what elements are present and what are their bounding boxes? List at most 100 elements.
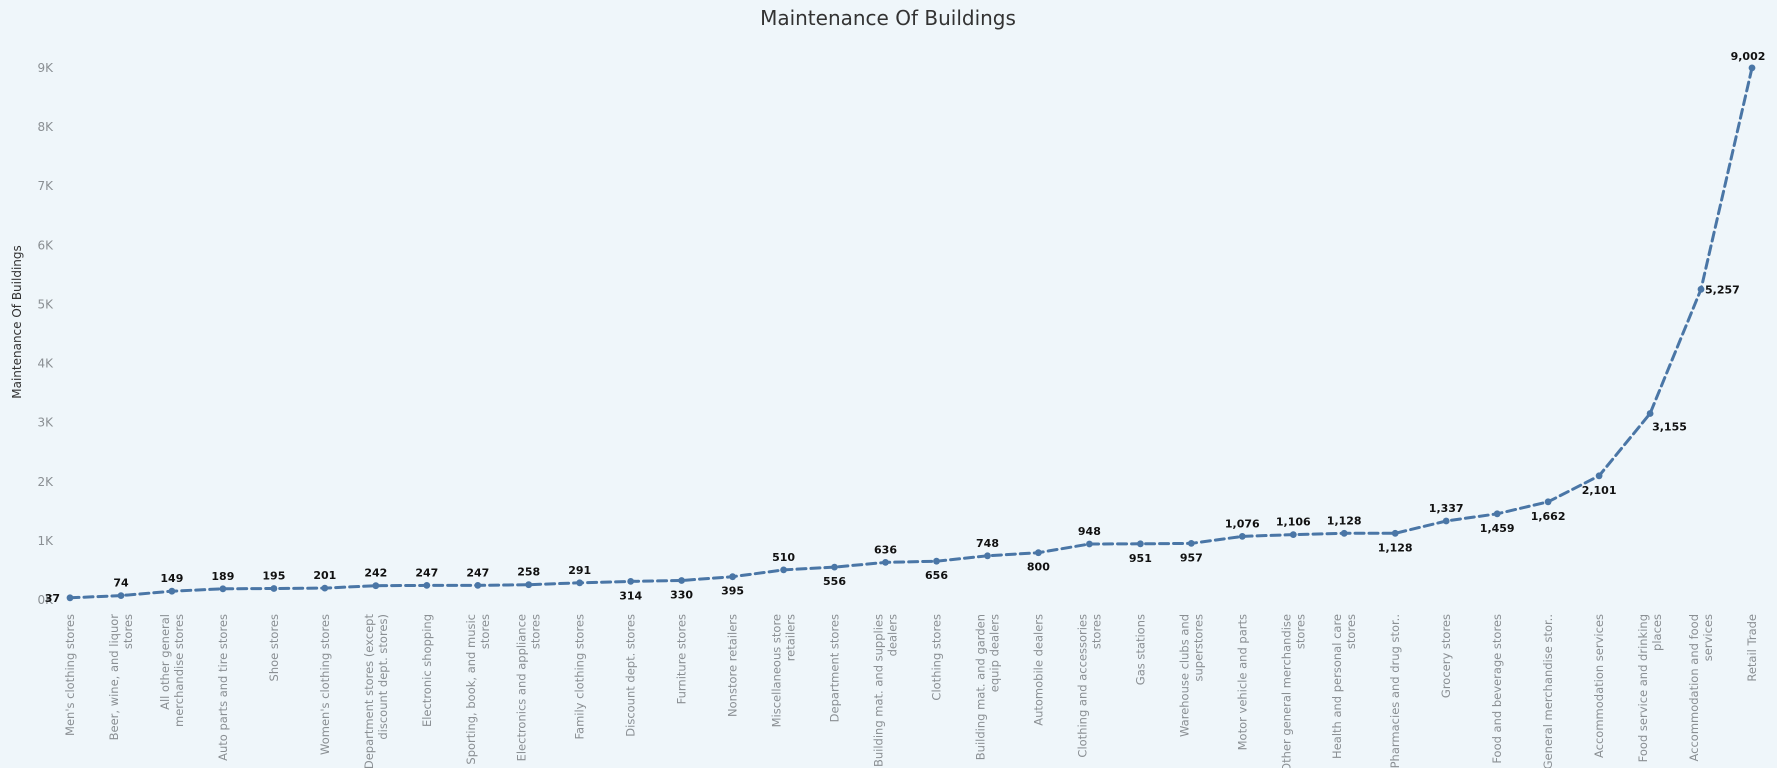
data-label: 330 — [670, 589, 693, 602]
x-tick-line: discount dept. stores) — [376, 614, 390, 740]
x-tick-line: Furniture stores — [675, 614, 689, 704]
data-label: 510 — [772, 551, 795, 564]
data-label: 242 — [364, 567, 387, 580]
x-tick-label: Shoe stores — [267, 614, 281, 681]
y-tick-label: 1K — [37, 534, 54, 548]
data-label: 656 — [925, 569, 948, 582]
data-label: 291 — [568, 564, 591, 577]
x-tick-label: Department stores — [828, 614, 842, 722]
x-tick-line: Auto parts and tire stores — [216, 614, 230, 761]
data-point — [372, 582, 380, 590]
x-axis-ticks: Men's clothing stores Beer, wine, and liq… — [63, 614, 1759, 768]
data-label: 636 — [874, 543, 897, 556]
x-tick-line: Clothing stores — [929, 614, 943, 701]
data-label: 201 — [313, 569, 336, 582]
x-tick-label: Gas stations — [1133, 614, 1147, 685]
data-label: 951 — [1129, 552, 1152, 565]
x-tick-line: Accommodation and food — [1687, 614, 1701, 762]
data-point — [1646, 410, 1654, 417]
y-tick-label: 7K — [37, 179, 54, 193]
data-point — [168, 587, 176, 595]
x-tick-line: All other general — [158, 614, 172, 710]
data-point — [1493, 510, 1501, 518]
data-label: 74 — [113, 577, 129, 590]
x-tick-label: Women's clothing stores — [318, 614, 332, 755]
data-label: 1,128 — [1378, 541, 1413, 554]
x-tick-line: Accommodation services — [1592, 614, 1606, 758]
data-label: 1,337 — [1429, 502, 1464, 515]
data-point — [1697, 285, 1705, 293]
x-tick-line: Department stores (except — [362, 614, 376, 768]
x-tick-line: Health and personal care — [1330, 614, 1344, 759]
y-axis-label: Maintenance Of Buildings — [10, 245, 24, 399]
x-tick-line: Women's clothing stores — [318, 614, 332, 755]
x-tick-line: Pharmacies and drug stor.. — [1388, 614, 1402, 768]
data-point — [1035, 549, 1042, 557]
x-tick-line: Food service and drinking — [1636, 614, 1650, 762]
data-label: 149 — [160, 572, 183, 585]
data-label: 247 — [415, 566, 438, 579]
x-tick-line: Electronic shopping — [420, 614, 434, 727]
x-tick-line: Beer, wine, and liquor — [107, 614, 121, 741]
x-tick-line: Gas stations — [1133, 614, 1147, 685]
data-label: 189 — [211, 570, 234, 583]
x-tick-line: Nonstore retailers — [726, 614, 740, 717]
x-tick-line: Food and beverage stores — [1490, 614, 1504, 764]
data-label: 3,155 — [1652, 421, 1687, 434]
x-tick-line: Electronics and appliance — [515, 614, 529, 761]
y-tick-label: 3K — [37, 416, 54, 430]
x-tick-label: Electronic shopping — [420, 614, 434, 727]
data-label: 37 — [45, 592, 60, 605]
data-point — [1289, 531, 1297, 538]
data-point — [117, 592, 125, 599]
data-label: 957 — [1180, 551, 1203, 564]
x-tick-line: stores — [478, 614, 492, 649]
x-tick-label: Retail Trade — [1745, 614, 1759, 682]
data-point — [1340, 529, 1348, 537]
x-tick-label: Electronics and appliancestores — [515, 614, 543, 761]
x-tick-line: merchandise stores — [172, 614, 186, 727]
data-point — [678, 577, 685, 584]
x-tick-label: Pharmacies and drug stor.. — [1388, 614, 1402, 768]
x-tick-label: Food and beverage stores — [1490, 614, 1504, 764]
data-point — [1238, 533, 1246, 540]
data-point — [525, 581, 533, 589]
data-point — [576, 579, 584, 587]
data-point — [474, 582, 482, 589]
data-label: 314 — [619, 589, 642, 602]
x-tick-line: Motor vehicle and parts — [1235, 614, 1249, 750]
y-tick-label: 0K — [37, 593, 54, 607]
x-tick-line: Retail Trade — [1745, 614, 1759, 682]
data-point — [219, 585, 227, 593]
data-point — [882, 559, 889, 566]
y-tick-label: 4K — [37, 357, 54, 371]
x-tick-label: Men's clothing stores — [63, 614, 77, 736]
data-label: 748 — [976, 537, 999, 550]
x-tick-line: superstores — [1191, 614, 1205, 681]
x-tick-line: Miscellaneous store — [770, 614, 784, 727]
data-point — [831, 563, 838, 571]
data-label: 556 — [823, 575, 846, 588]
data-point — [270, 585, 278, 592]
x-tick-label: General merchandise stor.. — [1541, 614, 1555, 768]
x-tick-line: Clothing and accessories — [1075, 614, 1089, 758]
x-tick-label: Accommodation services — [1592, 614, 1606, 758]
data-label: 948 — [1078, 525, 1101, 538]
x-tick-line: Family clothing stores — [573, 614, 587, 740]
x-tick-line: Sporting, book, and music — [464, 614, 478, 765]
data-point — [423, 582, 431, 589]
data-point — [1137, 540, 1144, 548]
x-tick-line: Shoe stores — [267, 614, 281, 681]
series-line — [68, 66, 1754, 600]
x-tick-line: stores — [121, 614, 135, 649]
y-tick-label: 9K — [37, 61, 54, 75]
data-label: 1,128 — [1327, 514, 1362, 527]
data-label: 800 — [1027, 561, 1050, 574]
data-label: 258 — [517, 566, 540, 579]
x-tick-line: places — [1650, 614, 1664, 651]
x-tick-line: stores — [1293, 614, 1307, 649]
x-tick-line: General merchandise stor.. — [1541, 614, 1555, 768]
x-tick-line: equip dealers — [987, 614, 1001, 692]
data-label: 2,101 — [1582, 484, 1617, 497]
